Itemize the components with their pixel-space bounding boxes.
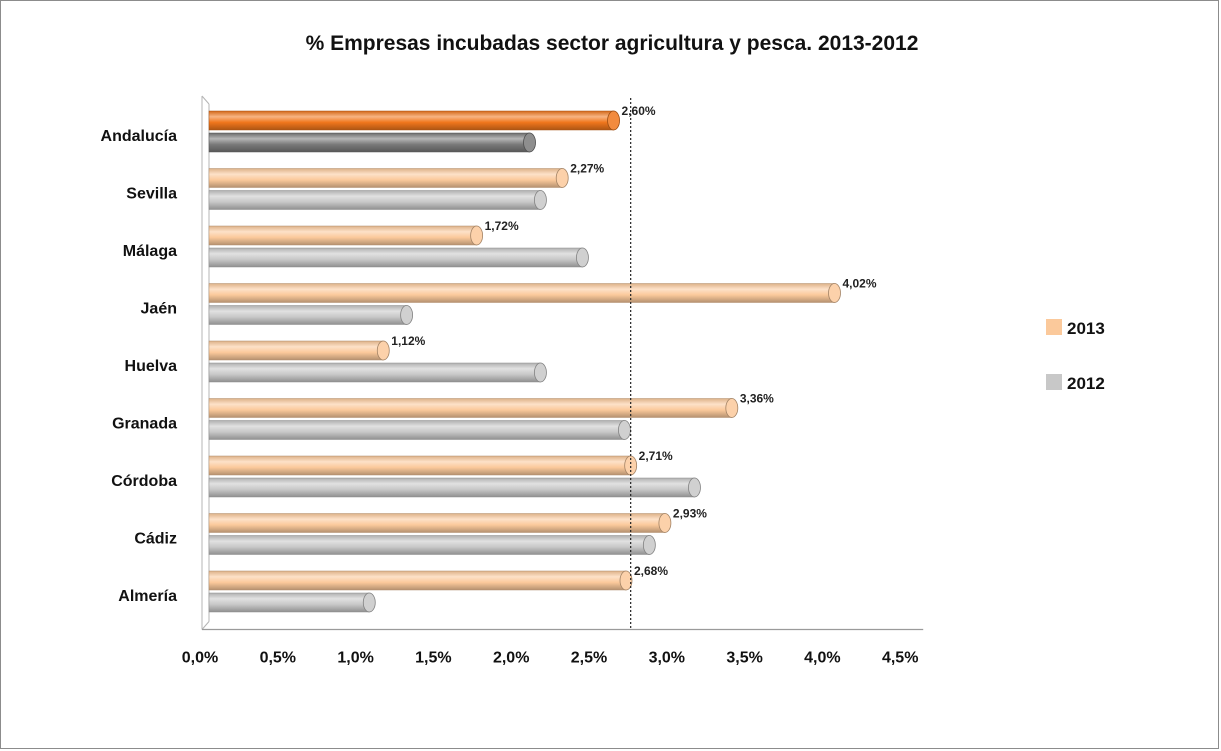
data-label: 1,72% bbox=[485, 219, 519, 233]
x-tick-label: 0,0% bbox=[182, 650, 218, 667]
x-tick-label: 2,0% bbox=[493, 650, 529, 667]
x-tick-label: 4,5% bbox=[882, 650, 918, 667]
bar-2013 bbox=[208, 283, 841, 303]
category-label: Andalucía bbox=[101, 128, 178, 145]
bar-2012 bbox=[208, 247, 589, 268]
bar-2013 bbox=[208, 455, 638, 476]
data-label: 2,71% bbox=[639, 449, 673, 463]
x-tick-label: 1,0% bbox=[337, 650, 373, 667]
x-tick-label: 3,5% bbox=[726, 650, 762, 667]
legend-label-2012: 2012 bbox=[1067, 374, 1105, 393]
bar-2013 bbox=[208, 110, 620, 131]
bar-2012 bbox=[208, 132, 536, 153]
legend-swatch-2013 bbox=[1046, 319, 1062, 335]
bar-2012 bbox=[208, 535, 656, 555]
x-tick-label: 2,5% bbox=[571, 650, 607, 667]
category-label: Córdoba bbox=[111, 473, 177, 490]
category-label: Huelva bbox=[125, 358, 178, 375]
bar-2012 bbox=[208, 420, 631, 440]
chart-title: % Empresas incubadas sector agricultura … bbox=[306, 32, 919, 55]
bar-2012 bbox=[208, 362, 547, 383]
data-label: 4,02% bbox=[843, 277, 877, 291]
data-label: 2,60% bbox=[622, 104, 656, 118]
category-label: Cádiz bbox=[134, 531, 177, 548]
category-label: Jaén bbox=[141, 301, 177, 318]
legend-swatch-2012 bbox=[1046, 374, 1062, 390]
x-tick-label: 1,5% bbox=[415, 650, 451, 667]
plot-area: 0,0% 0,5% 1,0% 1,5% 2,0% 2,5% 3,0% 3,5% 4,0% 4,5%… bbox=[101, 95, 924, 667]
x-tick-label: 0,5% bbox=[260, 650, 296, 667]
data-label: 2,27% bbox=[570, 162, 604, 176]
bar-2013 bbox=[208, 168, 569, 188]
category-label: Málaga bbox=[123, 243, 177, 260]
bar-2012 bbox=[208, 477, 701, 498]
category-label: Granada bbox=[112, 416, 177, 433]
legend-label-2013: 2013 bbox=[1067, 319, 1105, 338]
bar-2012 bbox=[208, 190, 547, 210]
bar-2013 bbox=[208, 513, 672, 533]
data-label: 3,36% bbox=[740, 392, 774, 406]
bar-2012 bbox=[208, 592, 376, 613]
bar-2013 bbox=[208, 340, 390, 361]
data-label: 2,68% bbox=[634, 564, 668, 578]
bar-2013 bbox=[208, 225, 484, 246]
x-tick-label: 4,0% bbox=[804, 650, 840, 667]
data-label: 1,12% bbox=[391, 334, 425, 348]
bar-2013 bbox=[208, 570, 633, 591]
x-tick-label: 3,0% bbox=[649, 650, 685, 667]
bar-2013 bbox=[208, 398, 739, 418]
category-label: Almería bbox=[118, 588, 177, 605]
data-label: 2,93% bbox=[673, 507, 707, 521]
category-label: Sevilla bbox=[126, 186, 177, 203]
bar-2012 bbox=[208, 305, 414, 325]
legend: 2013 2012 bbox=[1046, 319, 1105, 393]
